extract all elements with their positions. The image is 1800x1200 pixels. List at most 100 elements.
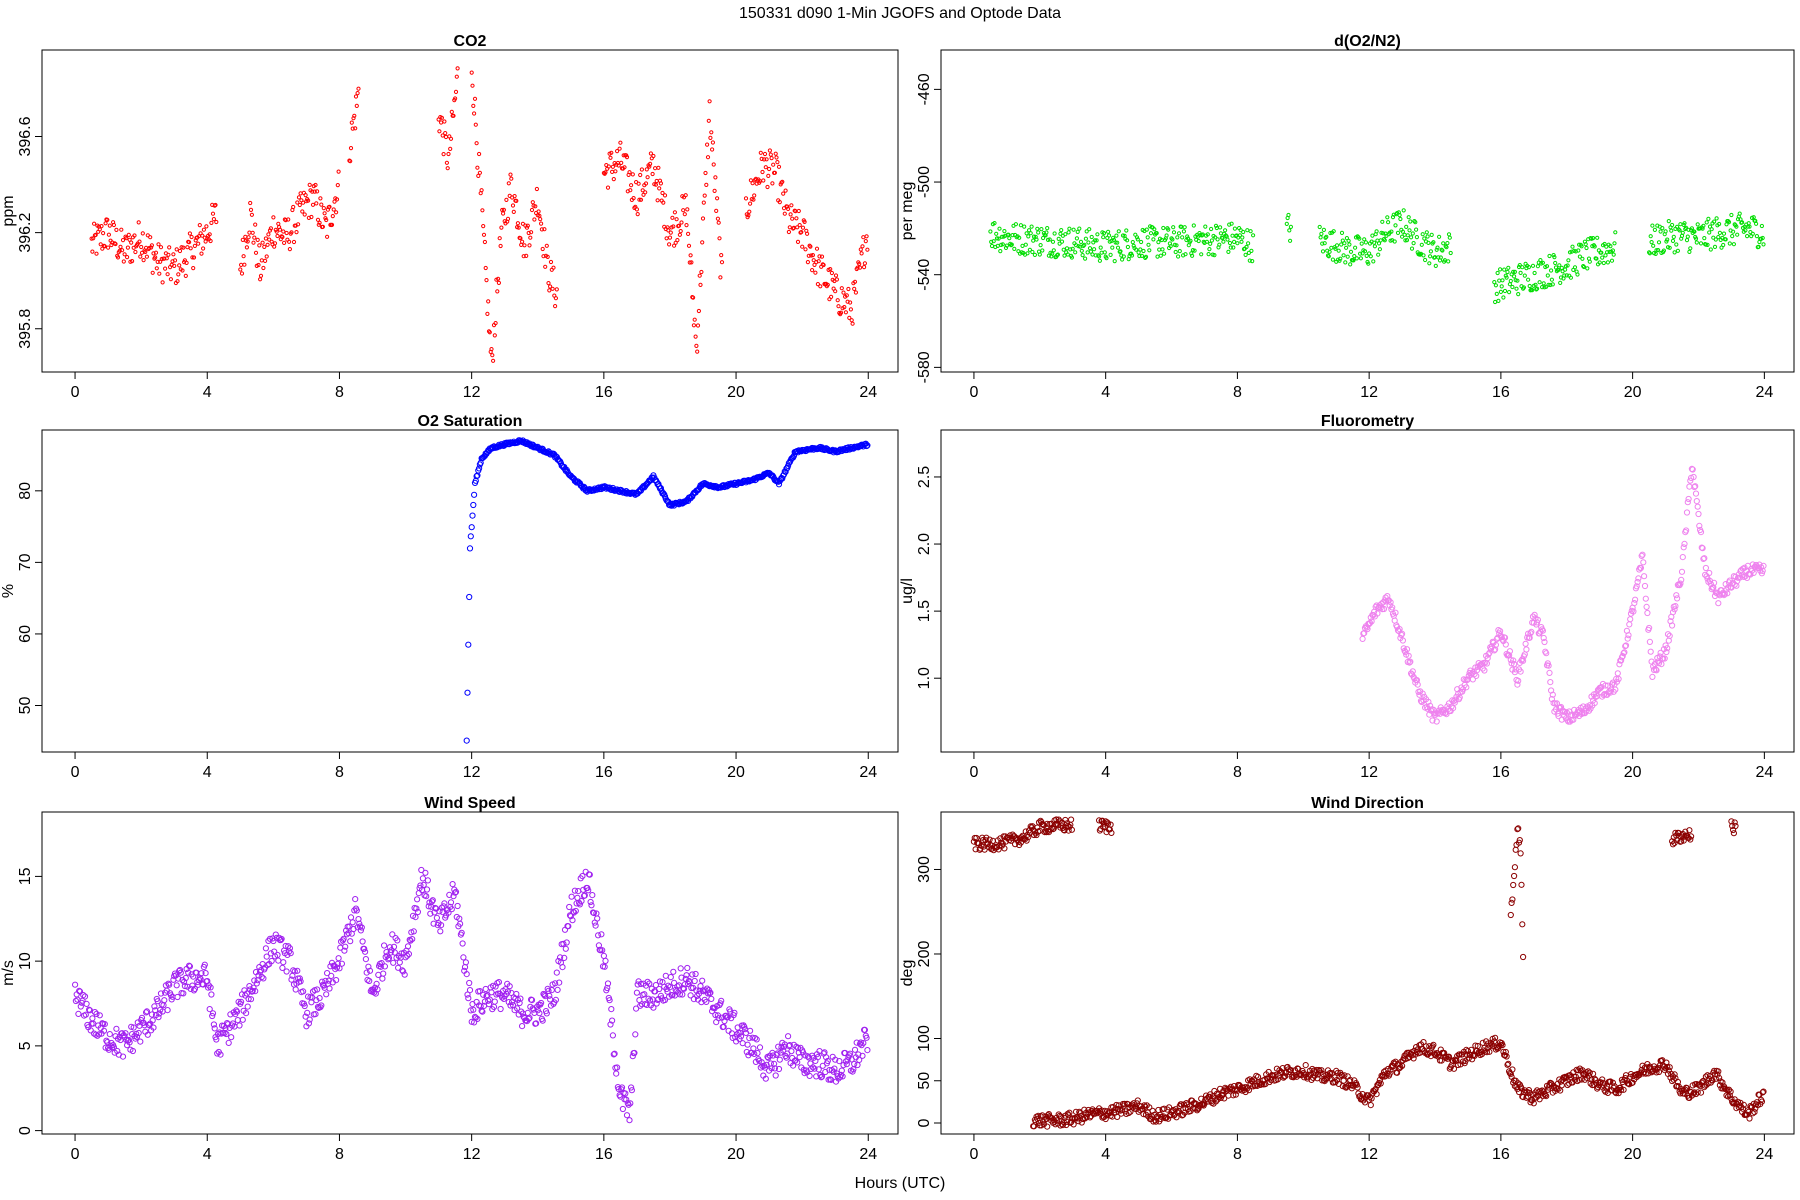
data-point [1408,219,1413,224]
data-point [101,231,106,236]
data-point [559,964,566,971]
data-point [786,1042,793,1049]
data-point [481,232,487,237]
x-tick-label: 8 [1233,384,1242,401]
data-point [862,265,867,270]
data-point [336,169,341,174]
data-point [774,477,781,484]
data-point [448,136,454,141]
x-tick-label: 24 [1755,1146,1773,1163]
data-point [1714,1071,1721,1078]
data-point [1541,281,1546,286]
data-point [443,131,448,136]
data-point [490,353,495,358]
data-point [1120,257,1125,262]
data-point [1074,236,1080,241]
data-point [1035,1112,1042,1119]
data-point [767,148,773,153]
data-point [1642,595,1649,602]
data-point [1030,831,1038,839]
data-point [1085,250,1090,255]
data-point [272,931,279,938]
data-point [1374,229,1379,234]
data-point [1613,675,1620,683]
data-point [437,928,444,935]
data-point [1419,690,1426,697]
data-point [136,220,141,225]
data-point [389,931,396,938]
y-tick-label: 1.0 [916,667,933,689]
data-point [280,959,287,966]
data-point [276,221,281,226]
data-point [843,310,849,315]
data-point [1717,230,1723,235]
data-point [994,236,1000,241]
data-point [1438,255,1443,260]
data-point [1625,632,1632,639]
data-point [202,970,209,977]
data-point [615,149,620,154]
data-point [148,1011,155,1018]
data-point [204,224,209,229]
data-point [667,242,672,247]
data-point [1495,270,1500,276]
data-point [280,234,285,240]
data-point [838,1067,845,1074]
data-point [502,219,507,224]
data-point [805,260,811,265]
data-point [666,984,674,991]
data-point [321,206,326,211]
data-point [282,240,287,245]
data-point [122,252,127,257]
data-point [1330,257,1336,262]
data-point [287,239,292,244]
data-point [1121,254,1126,259]
data-point [1546,669,1553,677]
data-point [1341,253,1346,258]
data-point [191,255,197,260]
data-point [143,1009,150,1016]
data-point [609,1032,617,1039]
data-point [638,197,644,202]
data-point [1007,236,1012,241]
data-point [72,981,79,988]
data-point [1142,1103,1149,1110]
data-point [1509,1066,1516,1073]
data-point [1068,816,1075,823]
data-point [113,1025,120,1032]
data-point [712,188,717,193]
data-point [509,176,514,181]
data-point [1486,1048,1493,1055]
data-point [1739,572,1746,579]
data-point [1526,1089,1533,1097]
data-point [1549,277,1555,282]
data-point [1229,221,1234,226]
data-point [752,1035,759,1042]
data-point [154,266,159,271]
data-point [1406,659,1413,666]
data-point [296,195,302,200]
data-point [795,239,801,244]
data-point [1678,568,1686,575]
data-point [401,971,408,978]
data-point [1693,498,1700,505]
data-point [1609,258,1615,263]
data-point [132,233,137,238]
data-point [600,952,608,960]
data-point [1053,816,1060,823]
data-point [466,987,474,994]
data-point [275,233,280,239]
data-point [239,1016,246,1023]
data-point [1156,240,1161,245]
data-point [264,962,271,969]
data-point [1413,220,1418,225]
data-point [568,893,575,900]
data-point [720,1023,727,1030]
data-point [197,975,204,983]
data-point [606,164,611,169]
data-point [1681,540,1688,548]
data-point [1230,1092,1237,1099]
data-point [277,227,283,232]
data-point [670,968,677,975]
data-point [1684,225,1689,230]
